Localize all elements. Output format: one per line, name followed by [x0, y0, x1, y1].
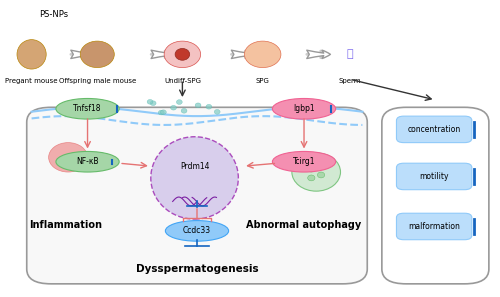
Text: SPG: SPG — [256, 78, 270, 84]
Ellipse shape — [214, 110, 220, 114]
Text: NF-κB: NF-κB — [76, 157, 99, 166]
Ellipse shape — [160, 110, 166, 115]
FancyArrowPatch shape — [71, 50, 94, 59]
Ellipse shape — [308, 175, 315, 181]
Ellipse shape — [206, 104, 212, 109]
Ellipse shape — [181, 108, 187, 113]
Ellipse shape — [56, 99, 119, 119]
Ellipse shape — [80, 41, 114, 68]
FancyArrowPatch shape — [151, 51, 172, 58]
Ellipse shape — [48, 143, 88, 172]
FancyArrowPatch shape — [307, 50, 330, 59]
Ellipse shape — [318, 172, 324, 178]
Ellipse shape — [17, 40, 46, 69]
Ellipse shape — [175, 48, 190, 60]
FancyArrowPatch shape — [71, 51, 92, 58]
Text: malformation: malformation — [408, 222, 460, 231]
FancyArrowPatch shape — [307, 51, 328, 58]
FancyArrowPatch shape — [232, 51, 252, 58]
Ellipse shape — [176, 100, 182, 105]
Ellipse shape — [150, 101, 156, 105]
Ellipse shape — [56, 151, 119, 172]
Text: Sperm: Sperm — [339, 78, 361, 84]
Text: Dysspermatogenesis: Dysspermatogenesis — [136, 264, 258, 274]
FancyBboxPatch shape — [396, 116, 472, 143]
Ellipse shape — [272, 151, 336, 172]
Text: Ccdc33: Ccdc33 — [183, 226, 211, 236]
Text: Offspring male mouse: Offspring male mouse — [58, 78, 136, 84]
Ellipse shape — [292, 153, 341, 191]
FancyArrowPatch shape — [232, 50, 255, 59]
Ellipse shape — [170, 105, 176, 110]
FancyBboxPatch shape — [26, 107, 367, 284]
Text: Tnfsf18: Tnfsf18 — [74, 104, 102, 113]
Text: PS-NPs: PS-NPs — [39, 10, 68, 19]
Ellipse shape — [164, 41, 200, 68]
Ellipse shape — [244, 41, 281, 68]
Text: motility: motility — [420, 172, 449, 181]
Ellipse shape — [166, 221, 228, 241]
Text: Tcirg1: Tcirg1 — [293, 157, 316, 166]
Text: Undiff-SPG: Undiff-SPG — [164, 78, 201, 84]
Ellipse shape — [151, 137, 238, 219]
FancyArrowPatch shape — [151, 50, 175, 59]
Ellipse shape — [195, 103, 201, 108]
Ellipse shape — [320, 163, 327, 169]
Ellipse shape — [272, 99, 336, 119]
Ellipse shape — [158, 110, 164, 115]
Text: Pregant mouse: Pregant mouse — [6, 78, 58, 84]
Ellipse shape — [308, 166, 315, 172]
FancyBboxPatch shape — [396, 163, 472, 190]
Text: Abnormal autophagy: Abnormal autophagy — [246, 220, 362, 230]
Ellipse shape — [147, 99, 153, 104]
Text: Inflammation: Inflammation — [29, 220, 102, 230]
FancyBboxPatch shape — [382, 107, 489, 284]
Text: 🔬: 🔬 — [347, 49, 354, 59]
FancyBboxPatch shape — [396, 213, 472, 240]
Text: concentration: concentration — [408, 125, 461, 134]
Text: Prdm14: Prdm14 — [180, 162, 210, 171]
Text: Igbp1: Igbp1 — [293, 104, 315, 113]
